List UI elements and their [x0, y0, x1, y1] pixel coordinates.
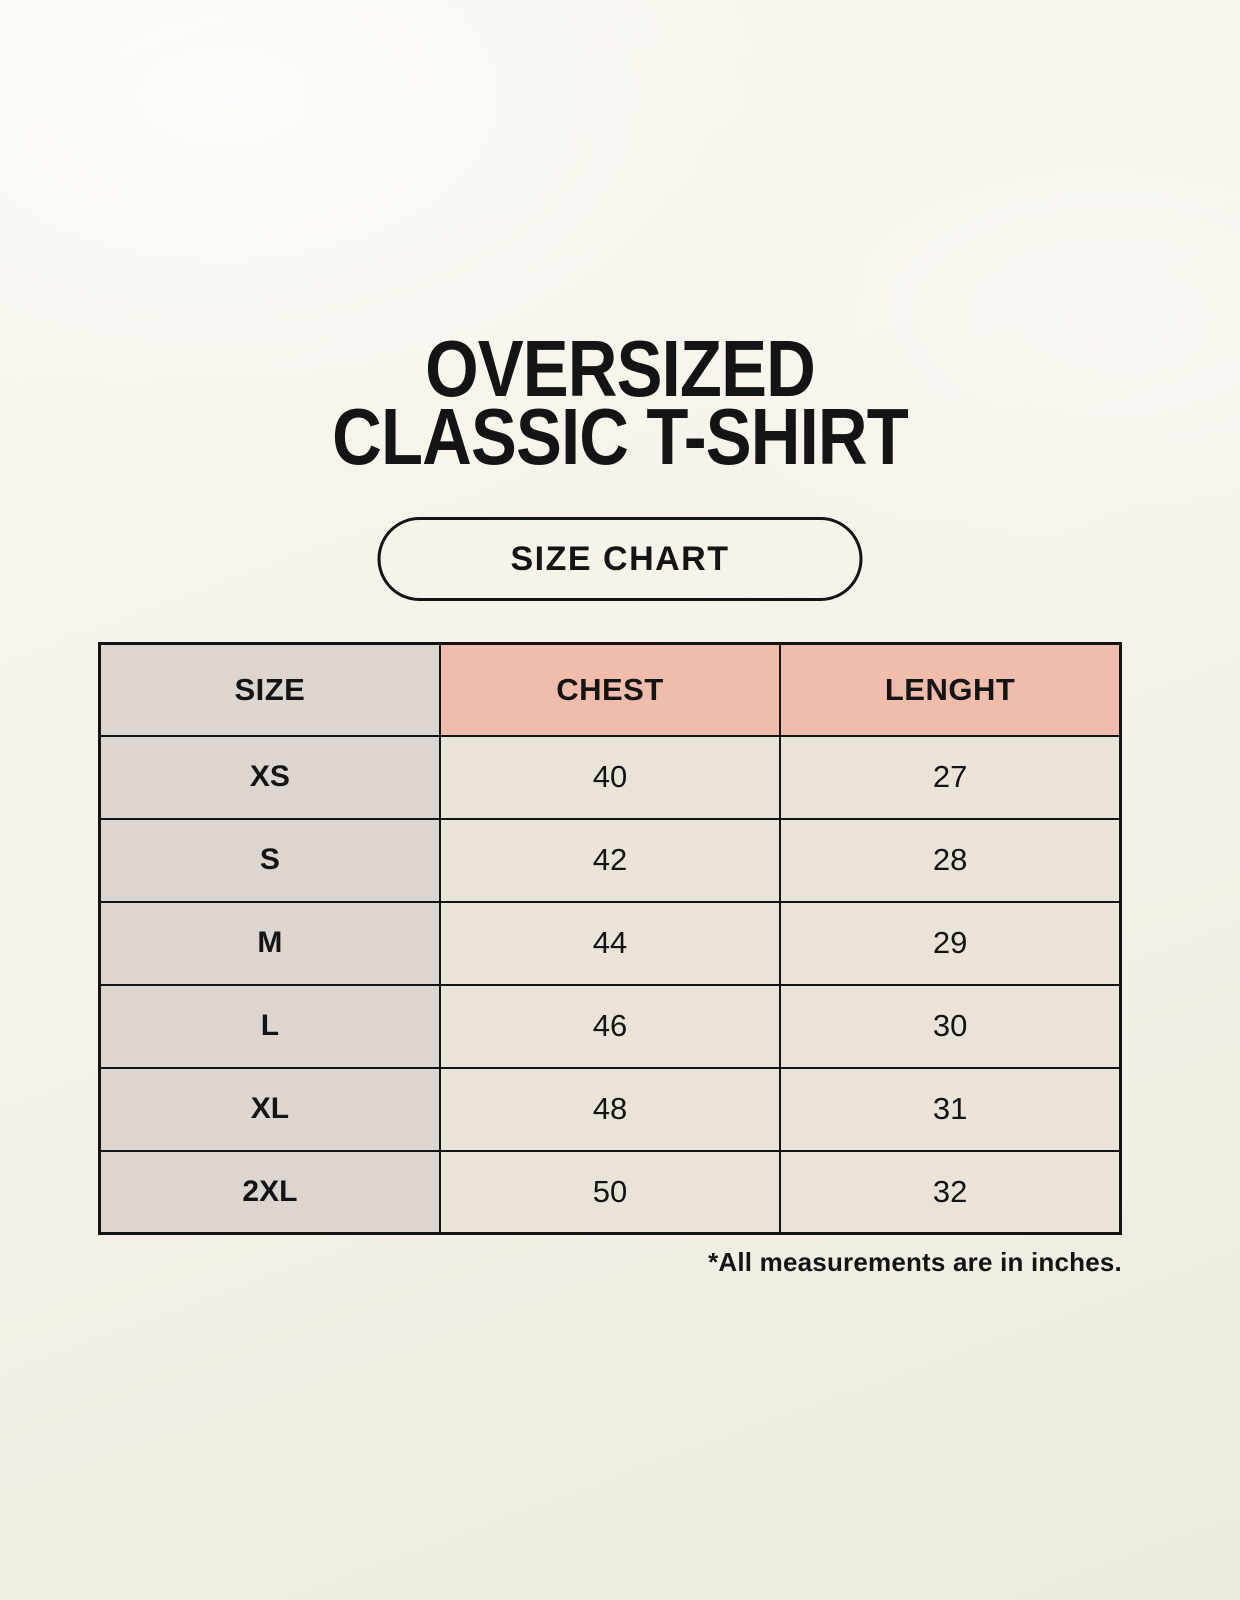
- chest-cell: 40: [438, 734, 782, 820]
- chest-cell: 50: [438, 1149, 782, 1235]
- column-header-chest: CHEST: [438, 642, 782, 737]
- size-chart-button-label: SIZE CHART: [510, 539, 730, 578]
- length-cell: 29: [779, 900, 1122, 986]
- product-title: OVERSIZED CLASSIC T-SHIRT: [87, 324, 1153, 481]
- chest-cell: 48: [438, 1066, 782, 1152]
- length-cell: 28: [779, 817, 1122, 903]
- column-header-size: SIZE: [98, 642, 441, 737]
- size-cell: L: [98, 983, 441, 1069]
- product-title-line1: OVERSIZED: [425, 324, 816, 413]
- chest-cell: 42: [438, 817, 782, 903]
- chest-cell: 46: [438, 983, 782, 1069]
- size-chart-table: SIZE CHEST LENGHT XS 40 27 S 42 28 M 44 29 L 46 30 X…: [98, 642, 1122, 1235]
- length-cell: 27: [779, 734, 1122, 820]
- size-cell: S: [98, 817, 441, 903]
- length-cell: 32: [779, 1149, 1122, 1235]
- size-cell: M: [98, 900, 441, 986]
- measurements-footnote: *All measurements are in inches.: [708, 1247, 1122, 1277]
- table-header-row: SIZE CHEST LENGHT: [98, 642, 1122, 737]
- size-cell: XS: [98, 734, 441, 820]
- size-cell: XL: [98, 1066, 441, 1152]
- size-chart-table-container: SIZE CHEST LENGHT XS 40 27 S 42 28 M 44 29 L 46 30 X…: [98, 642, 1122, 1278]
- table-body: XS 40 27 S 42 28 M 44 29 L 46 30 XL 48 31 2XL 50 32: [98, 734, 1122, 1235]
- product-title-line2: CLASSIC T-SHIRT: [332, 392, 909, 481]
- size-cell: 2XL: [98, 1149, 441, 1235]
- table-row: XL 48 31: [98, 1066, 1122, 1152]
- table-row: 2XL 50 32: [98, 1149, 1122, 1235]
- length-cell: 30: [779, 983, 1122, 1069]
- length-cell: 31: [779, 1066, 1122, 1152]
- chest-cell: 44: [438, 900, 782, 986]
- table-row: M 44 29: [98, 900, 1122, 986]
- table-row: L 46 30: [98, 983, 1122, 1069]
- size-chart-button[interactable]: SIZE CHART: [377, 517, 863, 601]
- table-row: S 42 28: [98, 817, 1122, 903]
- table-row: XS 40 27: [98, 734, 1122, 820]
- column-header-length: LENGHT: [779, 642, 1122, 737]
